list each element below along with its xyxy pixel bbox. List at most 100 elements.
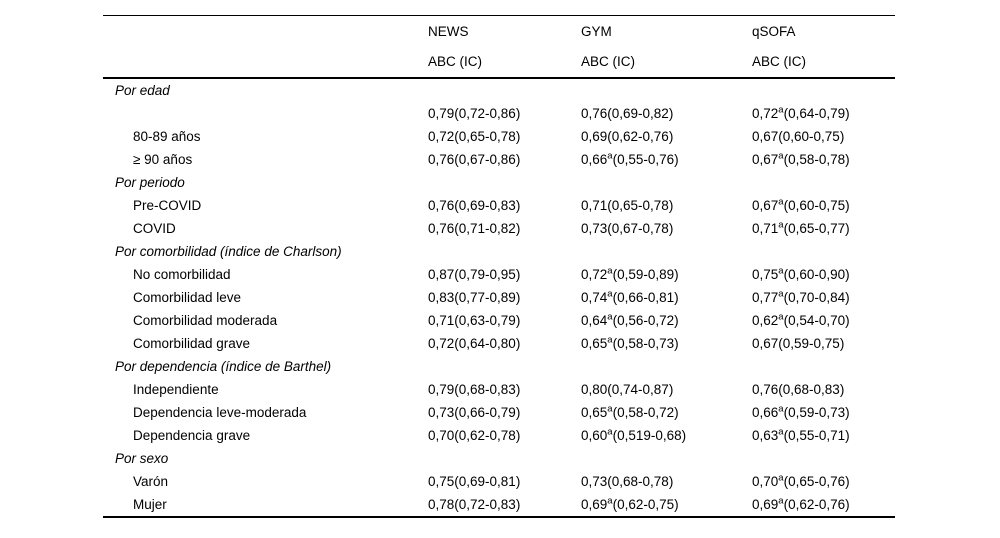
table-row: COVID 0,76(0,71-0,82) 0,73(0,67-0,78) 0,71a… bbox=[103, 217, 895, 240]
auc-value-cell: 0,65a(0,58-0,72) bbox=[581, 403, 679, 420]
auc-value-cell: 0,75(0,69-0,81) bbox=[428, 474, 521, 489]
auc-value-cell: 0,75a(0,60-0,90) bbox=[752, 265, 850, 282]
empty-cell bbox=[578, 79, 749, 102]
auc-value-cell: 0,70(0,62-0,78) bbox=[428, 428, 521, 443]
empty-cell bbox=[425, 79, 578, 102]
col-header-qsofa-subtitle: ABC (IC) bbox=[752, 54, 806, 69]
table-row: Pre-COVID 0,76(0,69-0,83) 0,71(0,65-0,78) 0… bbox=[103, 194, 895, 217]
auc-value-cell: 0,66a(0,59-0,73) bbox=[752, 403, 850, 420]
row-label: Mujer bbox=[133, 497, 167, 512]
auc-value-cell: 0,72(0,65-0,78) bbox=[428, 129, 521, 144]
section-header-row: Por dependencia (índice de Barthel) bbox=[103, 355, 895, 378]
auc-value-cell: 0,67(0,59-0,75) bbox=[752, 336, 845, 351]
row-label: Comorbilidad grave bbox=[133, 336, 251, 351]
section-header-row: Por comorbilidad (índice de Charlson) bbox=[103, 240, 895, 263]
section-title: Por sexo bbox=[115, 451, 169, 466]
row-label: Independiente bbox=[133, 382, 219, 397]
row-label: Pre-COVID bbox=[133, 198, 202, 213]
row-label: No comorbilidad bbox=[133, 267, 231, 282]
table-row: Dependencia grave 0,70(0,62-0,78) 0,60a(0,… bbox=[103, 424, 895, 447]
section-title: Por edad bbox=[115, 83, 170, 98]
empty-cell bbox=[749, 240, 895, 263]
col-header-news-title: NEWS bbox=[428, 24, 469, 39]
row-label: Varón bbox=[133, 474, 169, 489]
auc-value-cell: 0,76(0,71-0,82) bbox=[428, 221, 521, 236]
auc-value-cell: 0,76(0,68-0,83) bbox=[752, 382, 845, 397]
auc-value-cell: 0,76(0,69-0,83) bbox=[428, 198, 521, 213]
auc-value-cell: 0,73(0,68-0,78) bbox=[581, 474, 674, 489]
section-header-row: Por edad bbox=[103, 79, 895, 102]
auc-value-cell: 0,71(0,63-0,79) bbox=[428, 313, 521, 328]
auc-value-cell: 0,76(0,67-0,86) bbox=[428, 152, 521, 167]
empty-cell bbox=[425, 240, 578, 263]
empty-cell bbox=[749, 171, 895, 194]
auc-value-cell: 0,87(0,79-0,95) bbox=[428, 267, 521, 282]
empty-cell bbox=[749, 355, 895, 378]
table-row: No comorbilidad 0,87(0,79-0,95) 0,72a(0,59… bbox=[103, 263, 895, 286]
auc-value-cell: 0,69a(0,62-0,75) bbox=[581, 495, 679, 512]
empty-cell bbox=[425, 447, 578, 470]
col-header-gym-subtitle: ABC (IC) bbox=[581, 54, 635, 69]
section-title: Por comorbilidad (índice de Charlson) bbox=[115, 244, 342, 259]
auc-value-cell: 0,67a(0,58-0,78) bbox=[752, 150, 850, 167]
auc-value-cell: 0,79(0,68-0,83) bbox=[428, 382, 521, 397]
empty-cell bbox=[749, 79, 895, 102]
row-label: Dependencia grave bbox=[133, 428, 251, 443]
row-label: COVID bbox=[133, 221, 176, 236]
col-header-gym: GYM ABC (IC) bbox=[578, 17, 749, 77]
auc-value-cell: 0,67a(0,60-0,75) bbox=[752, 196, 850, 213]
auc-value-cell: 0,76(0,69-0,82) bbox=[581, 106, 674, 121]
col-header-gym-title: GYM bbox=[581, 24, 612, 39]
section-title: Por periodo bbox=[115, 175, 185, 190]
auc-value-cell: 0,65a(0,58-0,73) bbox=[581, 334, 679, 351]
auc-value-cell: 0,74a(0,66-0,81) bbox=[581, 288, 679, 305]
auc-value-cell: 0,66a(0,55-0,76) bbox=[581, 150, 679, 167]
table-row: Varón 0,75(0,69-0,81) 0,73(0,68-0,78) 0,70a… bbox=[103, 470, 895, 493]
auc-value-cell: 0,73(0,66-0,79) bbox=[428, 405, 521, 420]
row-label: Comorbilidad moderada bbox=[133, 313, 278, 328]
auc-value-cell: 0,71a(0,65-0,77) bbox=[752, 219, 850, 236]
row-label: Dependencia leve-moderada bbox=[133, 405, 307, 420]
auc-value-cell: 0,69a(0,62-0,76) bbox=[752, 495, 850, 512]
section-title: Por dependencia (índice de Barthel) bbox=[115, 359, 332, 374]
auc-value-cell: 0,72(0,64-0,80) bbox=[428, 336, 521, 351]
table-bottom-rule bbox=[103, 516, 895, 518]
table-row: Comorbilidad moderada 0,71(0,63-0,79) 0,64… bbox=[103, 309, 895, 332]
header-spacer-cell bbox=[103, 17, 425, 77]
auc-value-cell: 0,62a(0,54-0,70) bbox=[752, 311, 850, 328]
table-row: Independiente 0,79(0,68-0,83) 0,80(0,74-0,… bbox=[103, 378, 895, 401]
auc-value-cell: 0,79(0,72-0,86) bbox=[428, 106, 521, 121]
auc-value-cell: 0,63a(0,55-0,71) bbox=[752, 426, 850, 443]
table-row: ≥ 90 años 0,76(0,67-0,86) 0,66a(0,55-0,76)… bbox=[103, 148, 895, 171]
auc-value-cell: 0,70a(0,65-0,76) bbox=[752, 472, 850, 489]
table-row: Comorbilidad grave 0,72(0,64-0,80) 0,65a(0… bbox=[103, 332, 895, 355]
auc-value-cell: 0,64a(0,56-0,72) bbox=[581, 311, 679, 328]
row-label: ≥ 90 años bbox=[133, 152, 193, 167]
empty-cell bbox=[425, 171, 578, 194]
auc-value-cell: 0,67(0,60-0,75) bbox=[752, 129, 845, 144]
table-row: 0,79(0,72-0,86) 0,76(0,69-0,82) 0,72a(0,64… bbox=[103, 102, 895, 125]
row-label: Comorbilidad leve bbox=[133, 290, 242, 305]
table-row: Mujer 0,78(0,72-0,83) 0,69a(0,62-0,75) 0,69… bbox=[103, 493, 895, 516]
empty-cell bbox=[425, 355, 578, 378]
auc-value-cell: 0,78(0,72-0,83) bbox=[428, 497, 521, 512]
auc-value-cell: 0,60a(0,519-0,68) bbox=[581, 426, 687, 443]
empty-cell bbox=[749, 447, 895, 470]
table-row: Dependencia leve-moderada 0,73(0,66-0,79)… bbox=[103, 401, 895, 424]
col-header-news: NEWS ABC (IC) bbox=[425, 17, 578, 77]
auc-value-cell: 0,77a(0,70-0,84) bbox=[752, 288, 850, 305]
row-label: 80-89 años bbox=[133, 129, 201, 144]
section-header-row: Por periodo bbox=[103, 171, 895, 194]
empty-cell bbox=[578, 447, 749, 470]
auc-value-cell: 0,72a(0,64-0,79) bbox=[752, 104, 850, 121]
table-header-row: NEWS ABC (IC) GYM ABC (IC) qSOFA ABC (IC… bbox=[103, 16, 895, 77]
auc-value-cell: 0,83(0,77-0,89) bbox=[428, 290, 521, 305]
table-header-rule bbox=[103, 77, 895, 79]
table-top-rule bbox=[103, 15, 895, 16]
row-label bbox=[103, 102, 425, 125]
col-header-qsofa: qSOFA ABC (IC) bbox=[749, 17, 895, 77]
empty-cell bbox=[578, 355, 749, 378]
empty-cell bbox=[578, 171, 749, 194]
auc-value-cell: 0,73(0,67-0,78) bbox=[581, 221, 674, 236]
col-header-qsofa-title: qSOFA bbox=[752, 24, 796, 39]
